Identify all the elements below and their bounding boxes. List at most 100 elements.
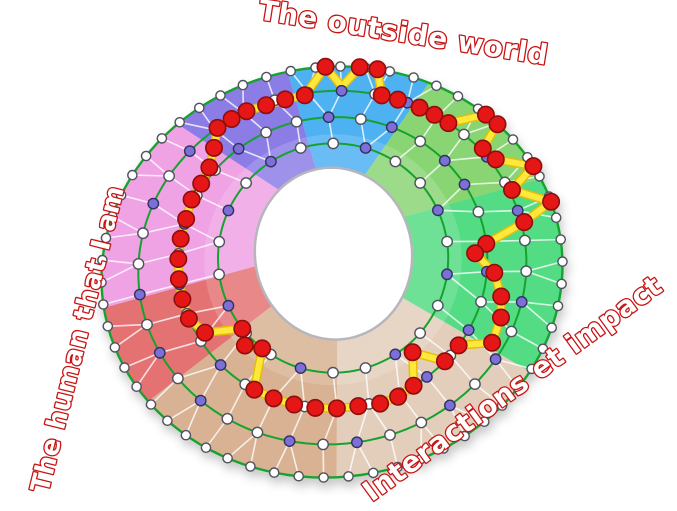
selected-node-red[interactable]: [388, 90, 407, 109]
level-node-white[interactable]: [131, 381, 142, 393]
level-node-white[interactable]: [163, 170, 176, 182]
level-node-white[interactable]: [200, 442, 212, 454]
level-node-purple[interactable]: [489, 353, 502, 366]
level-node-white[interactable]: [546, 322, 558, 334]
selected-node-red[interactable]: [491, 308, 510, 327]
level-node-white[interactable]: [414, 176, 427, 189]
selected-node-red[interactable]: [435, 352, 454, 371]
level-node-purple[interactable]: [511, 204, 524, 217]
selected-node-red[interactable]: [349, 397, 368, 416]
level-node-white[interactable]: [438, 443, 449, 454]
level-node-white[interactable]: [96, 277, 107, 288]
selected-node-red[interactable]: [449, 336, 468, 355]
level-node-white[interactable]: [141, 318, 153, 331]
level-node-purple[interactable]: [389, 348, 402, 361]
level-node-white[interactable]: [415, 416, 428, 429]
selected-node-red[interactable]: [306, 398, 325, 417]
level-node-white[interactable]: [245, 461, 256, 472]
selected-node-red[interactable]: [237, 102, 256, 121]
selected-node-red[interactable]: [222, 110, 241, 129]
selected-node-red[interactable]: [371, 394, 390, 413]
level-node-white[interactable]: [414, 135, 427, 148]
level-node-white[interactable]: [452, 91, 464, 102]
level-node-white[interactable]: [478, 416, 490, 428]
level-node-white[interactable]: [472, 205, 485, 218]
level-node-white[interactable]: [384, 429, 396, 441]
level-node-white[interactable]: [251, 426, 264, 439]
level-node-white[interactable]: [115, 189, 127, 201]
level-node-purple[interactable]: [441, 268, 453, 281]
selected-node-red[interactable]: [403, 343, 422, 362]
level-node-white[interactable]: [512, 382, 524, 394]
level-node-white[interactable]: [293, 470, 305, 482]
level-node-white[interactable]: [335, 61, 346, 72]
level-node-white[interactable]: [98, 299, 109, 310]
level-node-white[interactable]: [268, 467, 280, 478]
selected-node-red[interactable]: [200, 158, 219, 177]
level-node-purple[interactable]: [420, 370, 433, 383]
selected-node-red[interactable]: [257, 96, 276, 115]
level-node-white[interactable]: [519, 234, 531, 247]
selected-node-red[interactable]: [177, 210, 196, 229]
level-node-white[interactable]: [221, 412, 234, 425]
selected-node-red[interactable]: [295, 86, 314, 105]
level-node-white[interactable]: [354, 113, 367, 126]
selected-node-red[interactable]: [389, 387, 408, 406]
selected-node-red[interactable]: [542, 192, 561, 211]
level-node-white[interactable]: [384, 66, 396, 77]
selected-node-red[interactable]: [410, 98, 429, 117]
level-node-white[interactable]: [496, 400, 508, 411]
level-node-white[interactable]: [102, 320, 114, 332]
selected-node-red[interactable]: [235, 336, 254, 355]
level-node-white[interactable]: [550, 212, 562, 223]
level-node-white[interactable]: [343, 471, 354, 482]
level-node-purple[interactable]: [147, 197, 160, 210]
level-node-white[interactable]: [408, 72, 419, 83]
level-node-purple[interactable]: [133, 288, 146, 301]
level-node-white[interactable]: [458, 128, 470, 141]
selected-node-red[interactable]: [179, 309, 198, 328]
level-node-white[interactable]: [415, 453, 427, 465]
selected-node-red[interactable]: [439, 114, 458, 133]
level-node-purple[interactable]: [443, 399, 456, 412]
level-node-purple[interactable]: [438, 154, 451, 167]
level-node-white[interactable]: [261, 71, 272, 83]
level-node-white[interactable]: [119, 362, 130, 373]
level-node-purple[interactable]: [462, 324, 475, 336]
level-node-white[interactable]: [193, 102, 205, 114]
level-node-purple[interactable]: [214, 359, 227, 371]
selected-node-red[interactable]: [425, 105, 444, 124]
level-node-white[interactable]: [132, 257, 145, 270]
level-node-purple[interactable]: [222, 204, 235, 217]
level-node-white[interactable]: [557, 256, 568, 267]
selected-node-red[interactable]: [466, 244, 485, 263]
selected-node-red[interactable]: [169, 250, 188, 269]
level-node-white[interactable]: [215, 90, 226, 101]
selected-node-red[interactable]: [264, 389, 283, 408]
level-node-white[interactable]: [145, 399, 157, 410]
level-node-white[interactable]: [174, 117, 185, 128]
level-node-white[interactable]: [359, 362, 372, 374]
level-node-purple[interactable]: [183, 145, 196, 158]
level-node-white[interactable]: [441, 235, 453, 248]
level-node-white[interactable]: [162, 415, 173, 427]
selected-node-red[interactable]: [488, 115, 507, 134]
level-node-white[interactable]: [140, 150, 152, 162]
level-node-white[interactable]: [327, 366, 339, 379]
selected-node-red[interactable]: [502, 180, 521, 199]
level-node-purple[interactable]: [385, 121, 398, 134]
level-node-white[interactable]: [294, 142, 307, 154]
level-node-purple[interactable]: [283, 435, 296, 447]
level-node-purple[interactable]: [264, 155, 277, 168]
selected-node-red[interactable]: [486, 150, 505, 169]
selected-node-red[interactable]: [372, 86, 391, 105]
level-node-purple[interactable]: [294, 362, 307, 374]
level-node-white[interactable]: [459, 430, 471, 442]
level-node-white[interactable]: [555, 234, 567, 245]
selected-node-red[interactable]: [492, 287, 511, 306]
level-node-white[interactable]: [520, 265, 533, 278]
level-node-purple[interactable]: [232, 142, 245, 155]
selected-node-red[interactable]: [316, 57, 335, 76]
level-node-white[interactable]: [468, 378, 481, 390]
selected-node-red[interactable]: [404, 376, 423, 395]
